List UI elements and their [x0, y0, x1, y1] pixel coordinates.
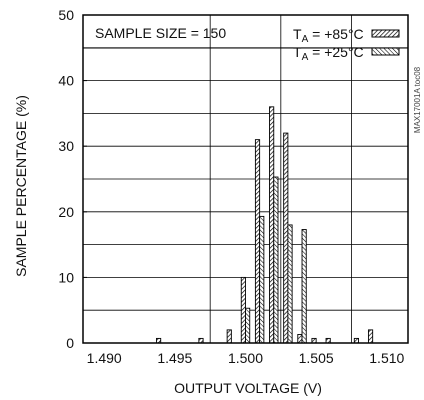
y-tick-label: 0 [66, 335, 74, 351]
bar-series-1 [283, 132, 289, 344]
y-tick-label: 40 [58, 73, 74, 89]
bar-series-1 [240, 276, 246, 344]
legend-label-25: TA = +25°C [293, 44, 364, 63]
bar-series-2 [273, 176, 279, 344]
legend-swatch-85 [371, 29, 400, 38]
bar-series-1 [297, 334, 303, 344]
legend: TA = +85°C TA = +25°C [83, 26, 408, 63]
y-tick-labels: 0 10 20 30 40 50 [58, 7, 87, 351]
bars [156, 106, 374, 344]
legend-label-25-rest: = +25°C [308, 44, 363, 60]
bar-series-2 [245, 307, 251, 344]
bar-series-1 [269, 106, 275, 344]
y-tick-label: 30 [58, 138, 74, 154]
bar-series-2 [259, 215, 265, 344]
y-tick-label: 50 [58, 7, 74, 23]
legend-label-85-rest: = +85°C [308, 26, 363, 42]
x-axis-label: OUTPUT VOLTAGE (V) [174, 380, 322, 396]
legend-label-25-main: T [293, 44, 302, 60]
legend-label-85-main: T [293, 26, 302, 42]
y-axis-label: SAMPLE PERCENTAGE (%) [13, 95, 29, 277]
legend-swatch-25 [371, 47, 400, 56]
x-tick-label: 1.495 [157, 350, 192, 366]
figure-id: MAX17001A toc08 [413, 66, 422, 133]
bar-series-1 [254, 139, 261, 344]
plot-frame [82, 14, 409, 344]
bar-series-1 [226, 329, 232, 344]
legend-label-85-sub: A [302, 34, 309, 45]
sample-size-annotation: SAMPLE SIZE = 150 [95, 25, 226, 41]
legend-label-25-sub: A [302, 52, 309, 63]
x-tick-label: 1.510 [369, 350, 404, 366]
y-tick-label: 10 [58, 269, 74, 285]
x-tick-labels: 1.490 1.495 1.500 1.505 1.510 [87, 350, 405, 366]
bar-series-2 [301, 229, 307, 344]
bar-series-2 [287, 224, 293, 344]
y-tick-label: 20 [58, 204, 74, 220]
bar-series-1 [367, 329, 374, 344]
x-tick-label: 1.505 [299, 350, 334, 366]
x-tick-label: 1.500 [228, 350, 263, 366]
legend-label-85: TA = +85°C [293, 26, 364, 45]
x-tick-label: 1.490 [87, 350, 122, 366]
